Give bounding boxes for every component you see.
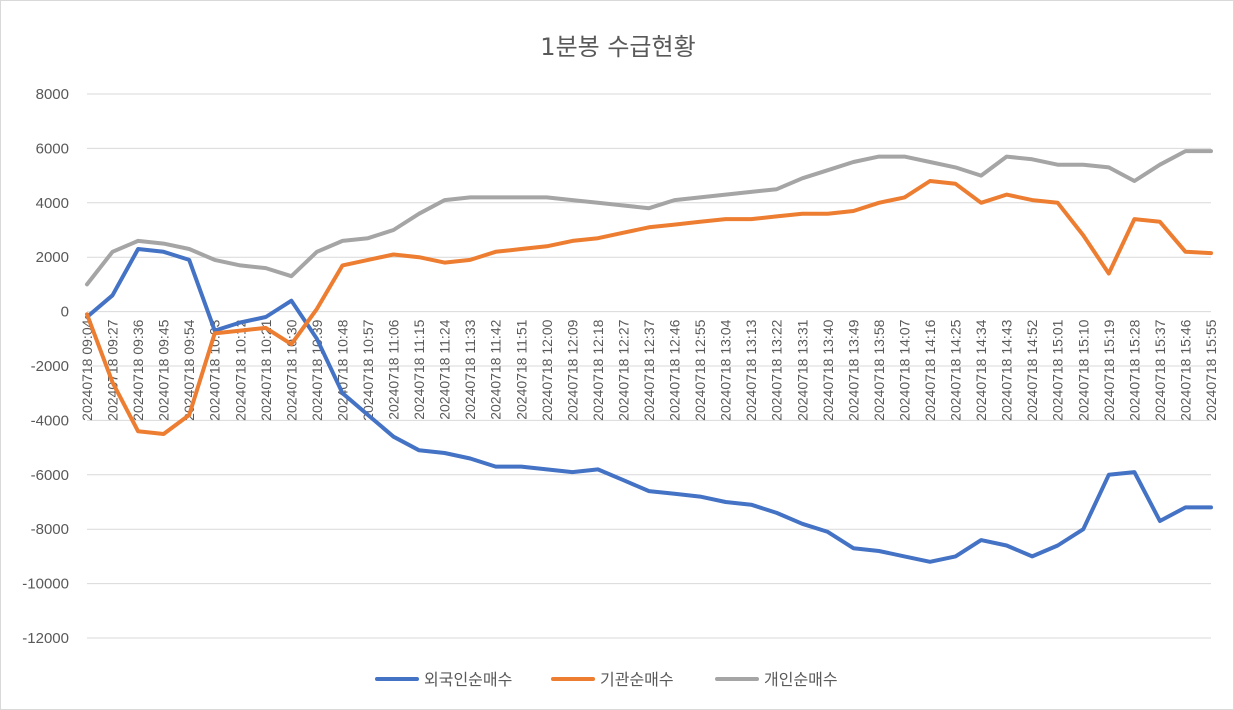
x-tick-label: 20240718 10:39 [309,319,325,420]
x-tick-label: 20240718 09:54 [181,319,197,420]
grid-layer [87,93,1211,639]
y-tick-label: 2000 [36,249,69,266]
y-axis: 8000 6000 4000 2000 0 -2000 -4000 -6000 -8000 -10… [22,86,69,647]
x-tick-label: 20240718 14:34 [973,319,989,420]
x-tick-label: 20240718 14:07 [896,319,912,420]
x-tick-label: 20240718 14:16 [922,319,938,420]
x-tick-label: 20240718 15:37 [1152,319,1168,420]
x-tick-label: 20240718 14:43 [999,319,1015,420]
x-tick-label: 20240718 09:36 [130,319,146,420]
x-tick-label: 20240718 10:48 [334,319,350,420]
y-tick-label: -4000 [31,412,69,429]
x-tick-label: 20240718 13:58 [871,319,887,420]
legend-label: 외국인순매수 [424,670,512,689]
x-tick-label: 20240718 11:33 [462,319,478,419]
x-tick-label: 20240718 11:42 [488,319,504,419]
x-tick-label: 20240718 13:04 [718,319,734,420]
y-tick-label: -10000 [22,576,69,593]
y-tick-label: -12000 [22,630,69,647]
x-tick-label: 20240718 10:30 [283,319,299,420]
y-tick-label: 8000 [36,86,69,103]
y-tick-label: 0 [61,304,69,321]
x-tick-label: 20240718 15:10 [1075,319,1091,420]
series-line-2 [85,179,1213,436]
x-tick-label: 20240718 13:31 [794,319,810,420]
x-tick-label: 20240718 12:27 [615,319,631,420]
x-tick-label: 20240718 10:12 [232,319,248,420]
x-tick-label: 20240718 13:13 [743,319,759,420]
legend-label: 기관순매수 [600,670,674,689]
x-tick-label: 20240718 15:01 [1050,319,1066,420]
legend: 외국인순매수 기관순매수 개인순매수 [375,670,838,689]
legend-label: 개인순매수 [764,670,838,689]
x-tick-label: 20240718 12:18 [590,319,606,420]
x-tick-label: 20240718 09:27 [105,319,121,420]
x-tick-label: 20240718 14:25 [948,319,964,420]
x-tick-label: 20240718 11:51 [513,319,529,419]
x-axis: 20240718 09:04 20240718 09:27 20240718 09:… [79,319,1219,420]
x-tick-label: 20240718 13:49 [845,319,861,420]
x-tick-label: 20240718 12:00 [539,319,555,420]
x-tick-label: 20240718 15:46 [1177,319,1193,420]
x-tick-label: 20240718 11:24 [437,319,453,419]
x-tick-label: 20240718 11:15 [411,319,427,419]
x-tick-label: 20240718 12:46 [667,319,683,420]
series-line-3 [85,149,1213,287]
y-tick-label: -6000 [31,467,69,484]
y-tick-label: 6000 [36,140,69,157]
x-tick-label: 20240718 13:40 [820,319,836,420]
x-tick-label: 20240718 11:06 [386,319,402,419]
series-layer [85,149,1213,564]
x-tick-label: 20240718 15:28 [1126,319,1142,420]
x-tick-label: 20240718 12:09 [564,319,580,420]
x-tick-label: 20240718 14:52 [1024,319,1040,420]
x-tick-label: 20240718 09:04 [79,319,95,420]
y-tick-label: -2000 [31,358,69,375]
series-line-1 [85,247,1213,564]
x-tick-label: 20240718 15:19 [1101,319,1117,420]
x-tick-label: 20240718 12:55 [692,319,708,420]
y-tick-label: 4000 [36,195,69,212]
x-tick-label: 20240718 09:45 [156,319,172,420]
x-tick-label: 20240718 12:37 [641,319,657,420]
x-tick-label: 20240718 10:57 [360,319,376,420]
x-tick-label: 20240718 15:55 [1203,319,1219,420]
x-tick-label: 20240718 13:22 [769,319,785,420]
chart-title: 1분봉 수급현황 [540,33,695,61]
x-tick-label: 20240718 10:21 [258,319,274,420]
y-tick-label: -8000 [31,521,69,538]
